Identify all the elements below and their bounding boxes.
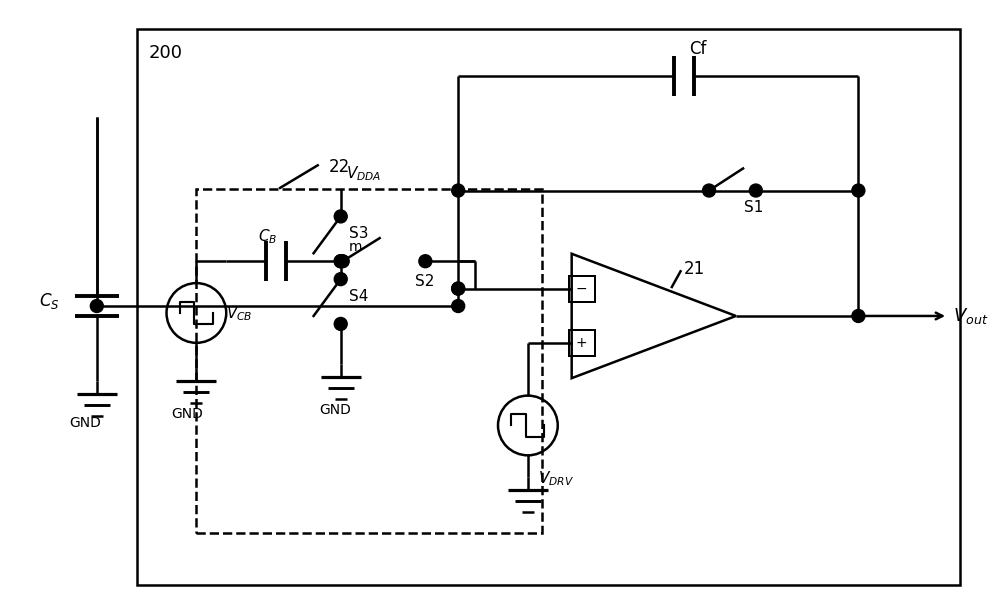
Text: $V_{DRV}$: $V_{DRV}$ xyxy=(538,469,574,488)
Circle shape xyxy=(452,282,465,295)
Text: $V_{DDA}$: $V_{DDA}$ xyxy=(346,164,381,184)
Text: S4: S4 xyxy=(349,289,368,304)
Text: S3: S3 xyxy=(349,226,368,241)
Circle shape xyxy=(334,317,347,330)
Text: 200: 200 xyxy=(149,44,183,62)
Bar xyxy=(196,188,542,533)
Circle shape xyxy=(852,184,865,197)
Circle shape xyxy=(334,255,347,268)
Circle shape xyxy=(852,309,865,322)
Text: $V_{out}$: $V_{out}$ xyxy=(953,306,988,326)
Circle shape xyxy=(90,299,103,312)
Circle shape xyxy=(703,184,716,197)
Text: 21: 21 xyxy=(684,260,705,278)
Bar xyxy=(137,30,960,585)
Circle shape xyxy=(749,184,762,197)
Circle shape xyxy=(334,273,347,286)
Bar xyxy=(569,275,595,301)
Circle shape xyxy=(452,282,465,295)
Text: m: m xyxy=(349,240,362,254)
Text: GND: GND xyxy=(319,402,351,416)
Circle shape xyxy=(334,210,347,223)
Circle shape xyxy=(336,255,349,268)
Text: −: − xyxy=(576,282,587,296)
Text: 22: 22 xyxy=(329,158,350,176)
Text: S1: S1 xyxy=(744,200,763,216)
Text: +: + xyxy=(576,336,587,351)
Text: S2: S2 xyxy=(415,274,435,289)
Bar xyxy=(569,330,595,356)
Text: $C_S$: $C_S$ xyxy=(39,291,60,311)
Text: $C_B$: $C_B$ xyxy=(258,227,277,246)
Circle shape xyxy=(452,184,465,197)
Circle shape xyxy=(334,255,347,268)
Text: GND: GND xyxy=(69,416,101,431)
Text: $V_{CB}$: $V_{CB}$ xyxy=(226,304,253,323)
Circle shape xyxy=(419,255,432,268)
Text: GND: GND xyxy=(171,407,203,421)
Circle shape xyxy=(452,299,465,312)
Text: Cf: Cf xyxy=(689,40,707,58)
